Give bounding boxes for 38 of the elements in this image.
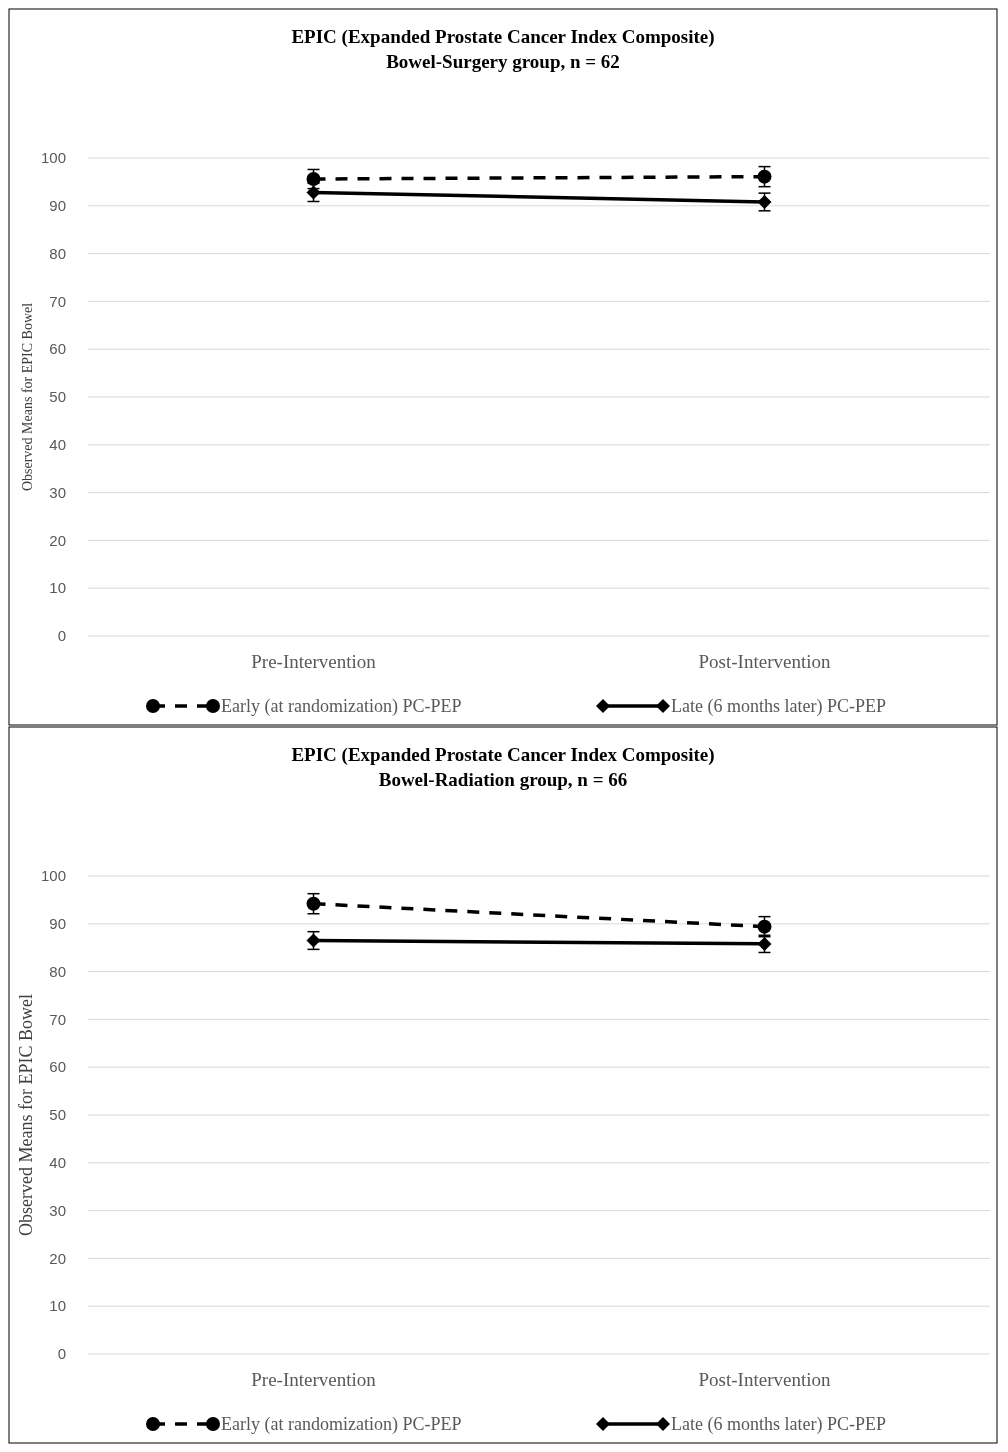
chart-title: EPIC (Expanded Prostate Cancer Index Composite) [291,26,715,48]
y-tick-label: 90 [49,915,66,933]
y-tick-label: 0 [57,627,66,645]
y-tick-label: 0 [57,1345,66,1363]
legend-label: Early (at randomization) PC-PEP [221,1414,462,1436]
y-tick-label: 20 [49,1249,66,1267]
y-tick-label: 70 [49,292,66,310]
y-tick-label: 100 [40,867,66,885]
x-tick-label: Post-Intervention [698,1369,831,1390]
y-axis-title: Observed Means for EPIC Bowel [16,994,36,1236]
chart-subtitle: Bowel-Surgery group, n = 62 [386,51,620,72]
y-axis-title: Observed Means for EPIC Bowel [20,302,35,492]
y-tick-label: 40 [49,1154,66,1172]
x-tick-label: Post-Intervention [698,651,831,672]
y-tick-label: 80 [49,244,66,262]
legend-label: Late (6 months later) PC-PEP [671,696,886,718]
y-tick-label: 80 [49,962,66,980]
y-tick-label: 40 [49,436,66,454]
y-tick-label: 60 [49,340,66,358]
x-tick-label: Pre-Intervention [251,1369,377,1390]
y-tick-label: 100 [40,149,66,167]
y-tick-label: 90 [49,197,66,215]
point [757,919,772,934]
y-tick-label: 10 [49,579,66,597]
y-tick-label: 50 [49,388,66,406]
y-tick-label: 50 [49,1106,66,1124]
x-tick-label: Pre-Intervention [251,651,377,672]
y-tick-label: 30 [49,483,66,501]
y-tick-label: 60 [49,1058,66,1076]
y-tick-label: 30 [49,1201,66,1219]
y-tick-label: 10 [49,1297,66,1315]
chart-title: EPIC (Expanded Prostate Cancer Index Composite) [291,744,715,766]
legend-label: Late (6 months later) PC-PEP [671,1414,886,1436]
legend-label: Early (at randomization) PC-PEP [221,696,462,718]
point [306,896,321,911]
y-tick-label: 70 [49,1010,66,1028]
y-tick-label: 20 [49,531,66,549]
chart-subtitle: Bowel-Radiation group, n = 66 [378,769,628,790]
